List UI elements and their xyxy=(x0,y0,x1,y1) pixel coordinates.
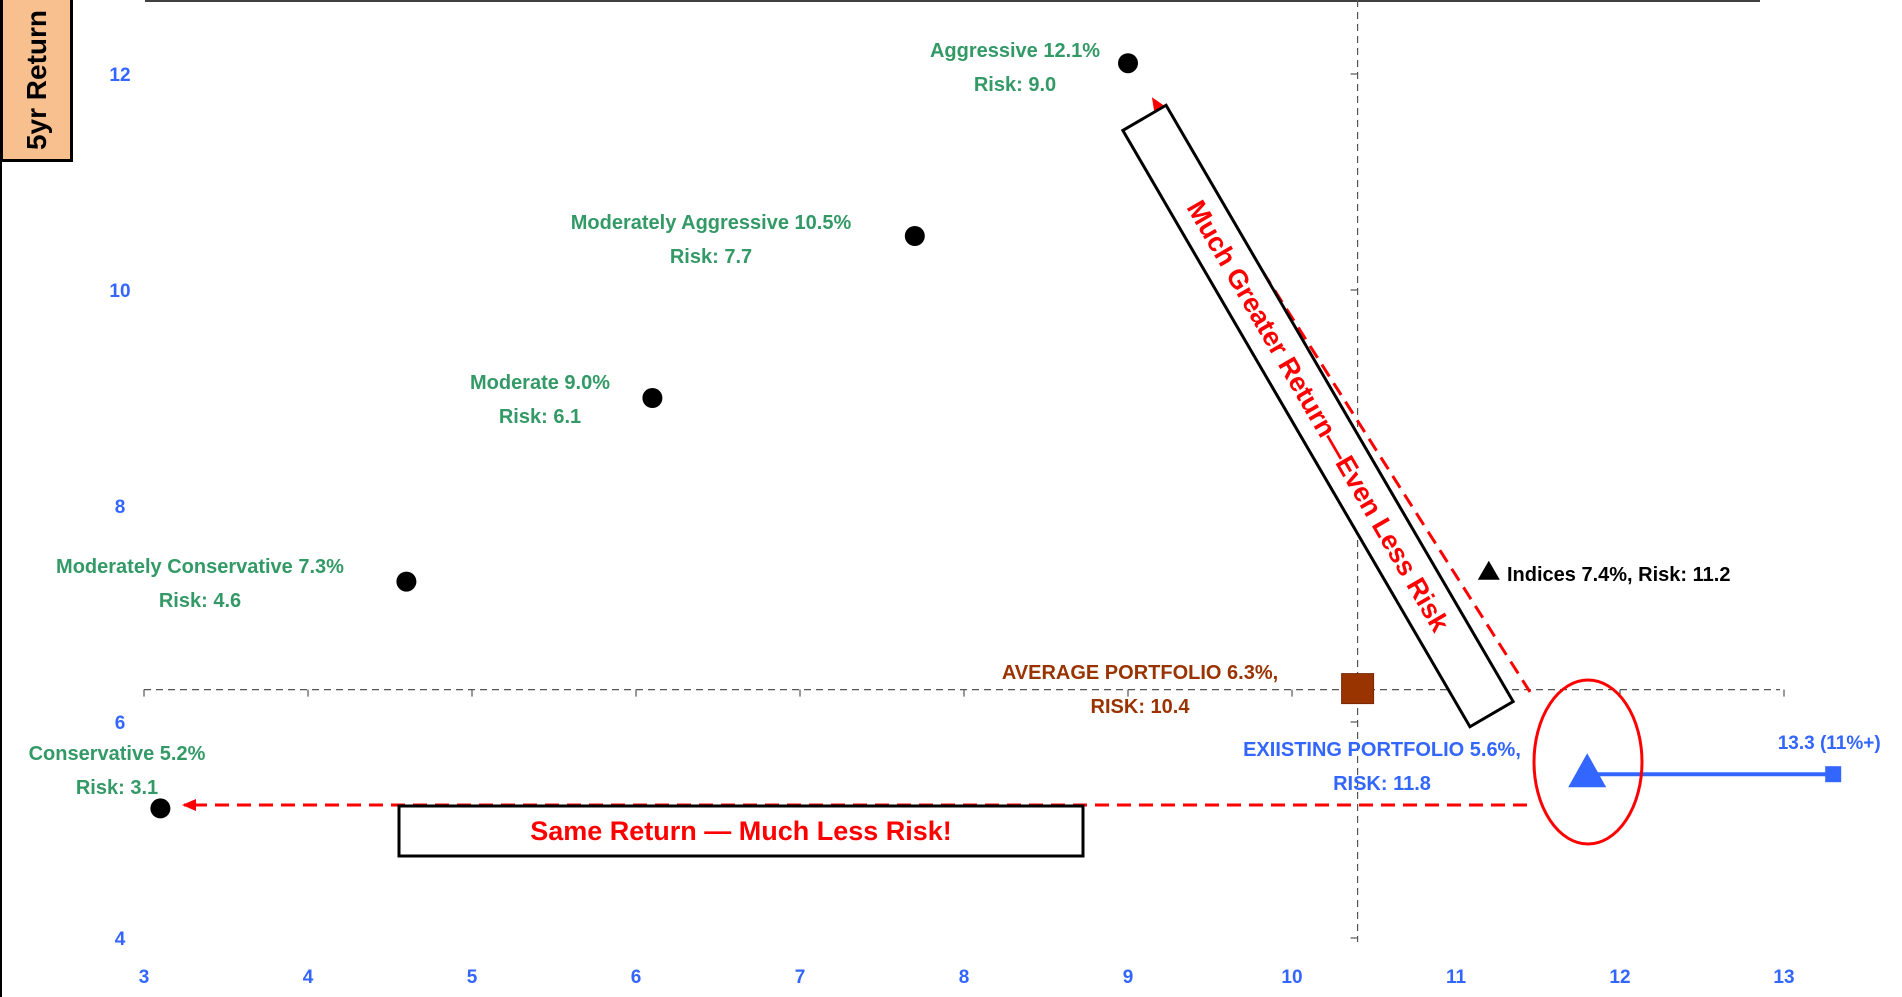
x-tick-label: 6 xyxy=(631,967,642,988)
point-mod-aggressive xyxy=(904,226,925,246)
y-tick-label: 6 xyxy=(115,713,126,734)
y-axis-title: 5yr Return xyxy=(20,9,52,150)
y-tick-label: 8 xyxy=(115,497,126,518)
point-risk-label-existing: RISK: 11.8 xyxy=(1333,773,1431,795)
point-mod-conservative xyxy=(396,571,417,592)
point-indices xyxy=(1477,560,1500,580)
point-label-aggressive: Aggressive 12.1% xyxy=(930,40,1100,62)
x-tick-label: 9 xyxy=(1123,967,1134,988)
point-label-average: AVERAGE PORTFOLIO 6.3%, xyxy=(1002,662,1278,684)
x-axis-ticks: 3 4 5 6 7 8 9 10 11 12 13 xyxy=(139,689,1795,988)
point-risk-label-moderate: Risk: 6.1 xyxy=(499,406,581,428)
point-risk-label-average: RISK: 10.4 xyxy=(1091,696,1191,718)
x-tick-label: 13 xyxy=(1773,967,1794,988)
point-average xyxy=(1341,673,1375,705)
x-tick-label: 3 xyxy=(139,967,150,988)
point-conservative xyxy=(150,798,171,819)
y-axis-title-box: 5yr Return xyxy=(1,0,73,162)
point-existing xyxy=(1568,753,1607,788)
x-tick-label: 7 xyxy=(795,967,806,988)
point-label-conservative: Conservative 5.2% xyxy=(29,743,206,765)
existing-highlight-ellipse xyxy=(1532,678,1644,846)
x-tick-label: 4 xyxy=(303,967,314,988)
point-aggressive xyxy=(1118,53,1138,74)
same-return-box xyxy=(397,804,1085,858)
point-label-indices: Indices 7.4%, Risk: 11.2 xyxy=(1507,564,1730,586)
x-tick-label: 8 xyxy=(959,967,970,988)
same-return-label: Same Return — Much Less Risk! xyxy=(530,816,952,846)
y-tick-label: 12 xyxy=(109,65,130,86)
point-risk-label-conservative: Risk: 3.1 xyxy=(76,777,158,799)
point-label-moderate: Moderate 9.0% xyxy=(470,372,610,394)
point-label-mod-conservative: Moderately Conservative 7.3% xyxy=(56,556,344,578)
point-risk-label-mod-aggressive: Risk: 7.7 xyxy=(670,246,752,268)
point-label-mod-aggressive: Moderately Aggressive 10.5% xyxy=(571,212,852,234)
y-axis-ticks: 4 6 8 10 12 xyxy=(109,65,1358,950)
point-label-existing: EXIISTING PORTFOLIO 5.6%, xyxy=(1243,739,1521,761)
x-tick-label: 11 xyxy=(1446,967,1467,988)
x-tick-label: 10 xyxy=(1281,967,1302,988)
point-risk-label-aggressive: Risk: 9.0 xyxy=(974,74,1056,96)
greater-return-box xyxy=(1120,103,1516,729)
existing-range-end-marker xyxy=(1825,766,1842,783)
x-tick-label: 12 xyxy=(1609,967,1630,988)
y-tick-label: 4 xyxy=(115,929,126,950)
point-risk-label-mod-conservative: Risk: 4.6 xyxy=(159,590,241,612)
existing-range-label: 13.3 (11%+) xyxy=(1778,733,1881,754)
y-tick-label: 10 xyxy=(109,281,130,302)
greater-return-label: Much Greater Return—Even Less Risk xyxy=(1181,195,1456,638)
x-tick-label: 5 xyxy=(467,967,478,988)
point-moderate xyxy=(642,388,663,408)
data-points: Conservative 5.2% Risk: 3.1 Moderately Con… xyxy=(29,40,1730,819)
greater-return-callout: Much Greater Return—Even Less Risk xyxy=(1120,103,1516,729)
